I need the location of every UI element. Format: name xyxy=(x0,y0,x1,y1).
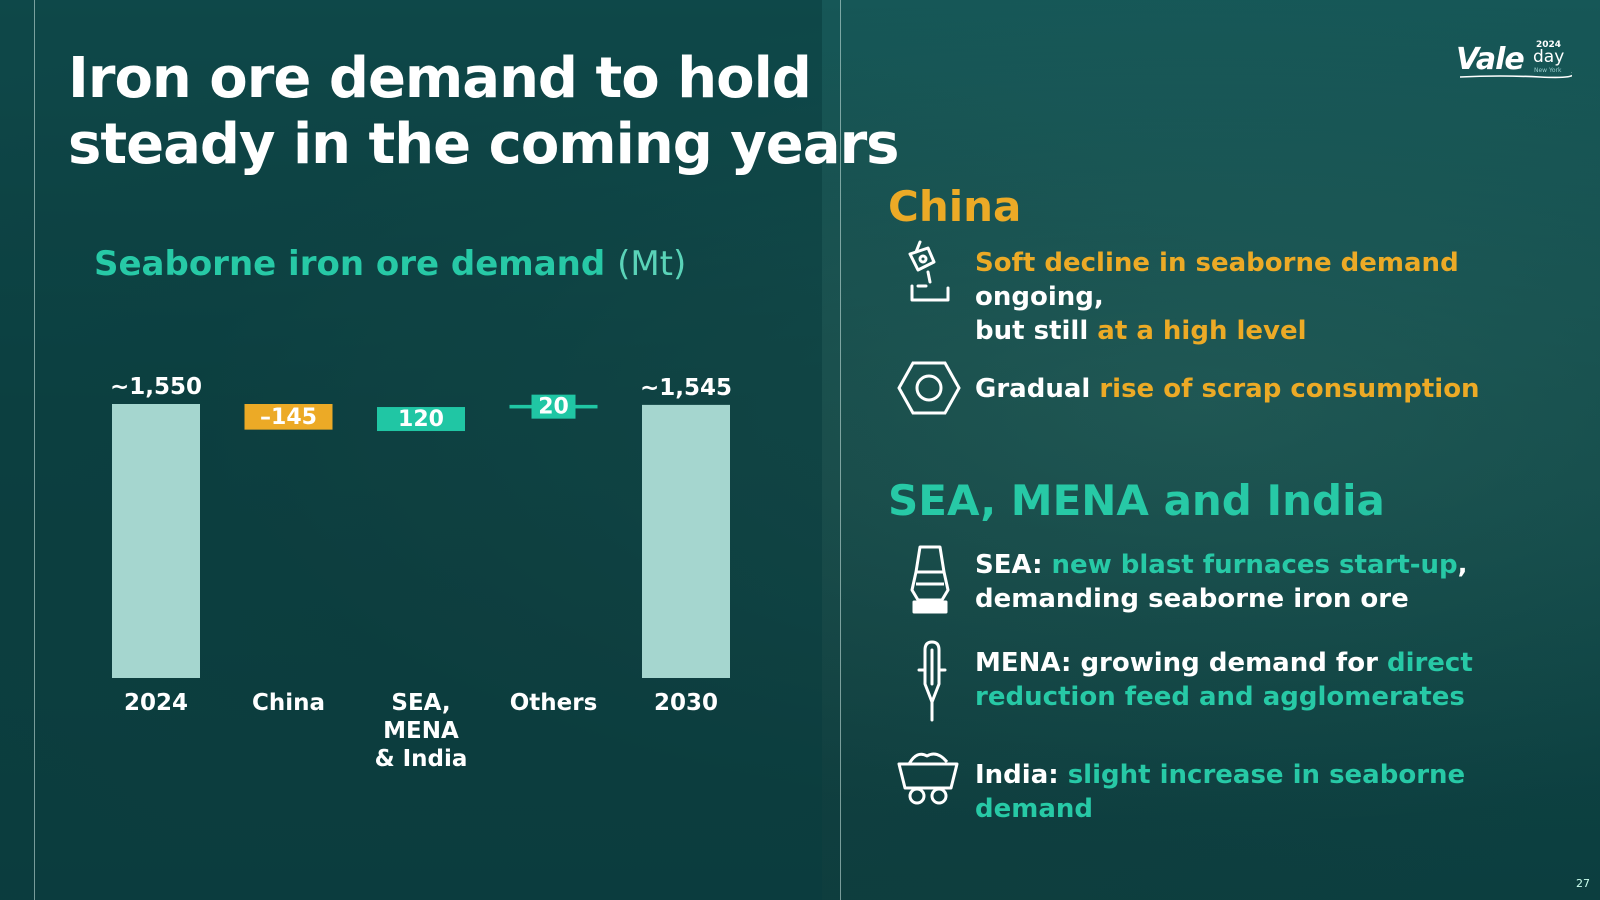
mena-bullet: MENA: growing demand for direct reductio… xyxy=(975,646,1575,714)
page-number: 27 xyxy=(1576,877,1590,890)
mena-b-highlight2: reduction feed and agglomerates xyxy=(975,682,1465,712)
china-b2-text: Gradual xyxy=(975,374,1100,404)
china-b1-highlight: Soft decline in seaborne demand xyxy=(975,248,1459,278)
india-b-highlight: slight increase in seaborne demand xyxy=(975,760,1466,824)
data-label-0: ~1,550 xyxy=(110,374,202,400)
blast-furnace-icon xyxy=(910,545,950,614)
china-heading: China xyxy=(888,182,1022,231)
slide-title-line1: Iron ore demand to hold xyxy=(68,46,812,111)
china-b1-highlight2: at a high level xyxy=(1097,316,1307,346)
china-bullet-1: Soft decline in seaborne demand ongoing,… xyxy=(975,246,1575,348)
logo-brand: Vale xyxy=(1456,42,1525,77)
logo-year: 2024 xyxy=(1536,40,1562,50)
sea-b1-text: demanding seaborne iron ore xyxy=(975,584,1409,614)
data-label-bg-3 xyxy=(531,394,576,419)
sea-b1-highlight: new blast furnaces start-up xyxy=(1051,550,1458,580)
data-label-bg-2 xyxy=(377,407,465,432)
sea-mena-india-heading: SEA, MENA and India xyxy=(888,476,1385,525)
sea-b1-comma: , xyxy=(1457,550,1468,580)
slide-title-line2: steady in the coming years xyxy=(68,112,900,177)
sea-b1-label: SEA: xyxy=(975,550,1052,580)
waterfall-chart: ~1,550 2024 –145 China 120 SEA,MENA& India 20 O… xyxy=(110,374,732,772)
bar-4 xyxy=(642,404,730,678)
mena-b-text: MENA: growing demand for xyxy=(975,648,1387,678)
category-label-0-0: 2024 xyxy=(124,690,188,716)
china-bullet-2: Gradual rise of scrap consumption xyxy=(975,372,1575,406)
data-label-1: –145 xyxy=(260,405,317,430)
electrode-icon xyxy=(917,640,947,722)
chart-title: Seaborne iron ore demand (Mt) xyxy=(94,244,686,284)
left-divider-line xyxy=(34,0,35,900)
data-label-3: 20 xyxy=(538,395,569,420)
chart-title-unit: (Mt) xyxy=(617,244,687,284)
data-label-bg-1 xyxy=(244,404,333,429)
logo-city: New York xyxy=(1534,67,1562,74)
china-b1-text: ongoing, xyxy=(975,282,1104,312)
mena-b-highlight1: direct xyxy=(1386,648,1473,678)
logo-swoosh xyxy=(1460,72,1572,79)
category-label-2-2: & India xyxy=(375,746,468,772)
vale-day-logo: Vale 2024 day New York xyxy=(1456,40,1576,80)
bar-0 xyxy=(112,404,200,678)
category-label-1-0: China xyxy=(252,690,325,716)
category-label-2-0: SEA, xyxy=(391,690,450,716)
hexagon-nut-icon xyxy=(897,361,961,415)
center-divider-line xyxy=(840,0,841,900)
crane-hook-icon xyxy=(908,240,950,302)
category-label-3-0: Others xyxy=(510,690,598,716)
mine-cart-icon xyxy=(897,752,959,805)
india-b-label: India: xyxy=(975,760,1068,790)
category-label-2-1: MENA xyxy=(383,718,459,744)
data-label-2: 120 xyxy=(398,407,444,432)
china-b1-text2: but still xyxy=(975,316,1098,346)
india-bullet: India: slight increase in seaborne deman… xyxy=(975,758,1575,826)
category-label-4-0: 2030 xyxy=(654,690,718,716)
data-label-4: ~1,545 xyxy=(640,375,732,401)
china-b2-highlight: rise of scrap consumption xyxy=(1099,374,1480,404)
sea-bullet-1: SEA: new blast furnaces start-up, demand… xyxy=(975,548,1575,616)
logo-day: day xyxy=(1533,47,1565,67)
chart-title-main: Seaborne iron ore demand xyxy=(94,244,606,284)
slide-title: Iron ore demand to hold steady in the co… xyxy=(68,46,900,178)
